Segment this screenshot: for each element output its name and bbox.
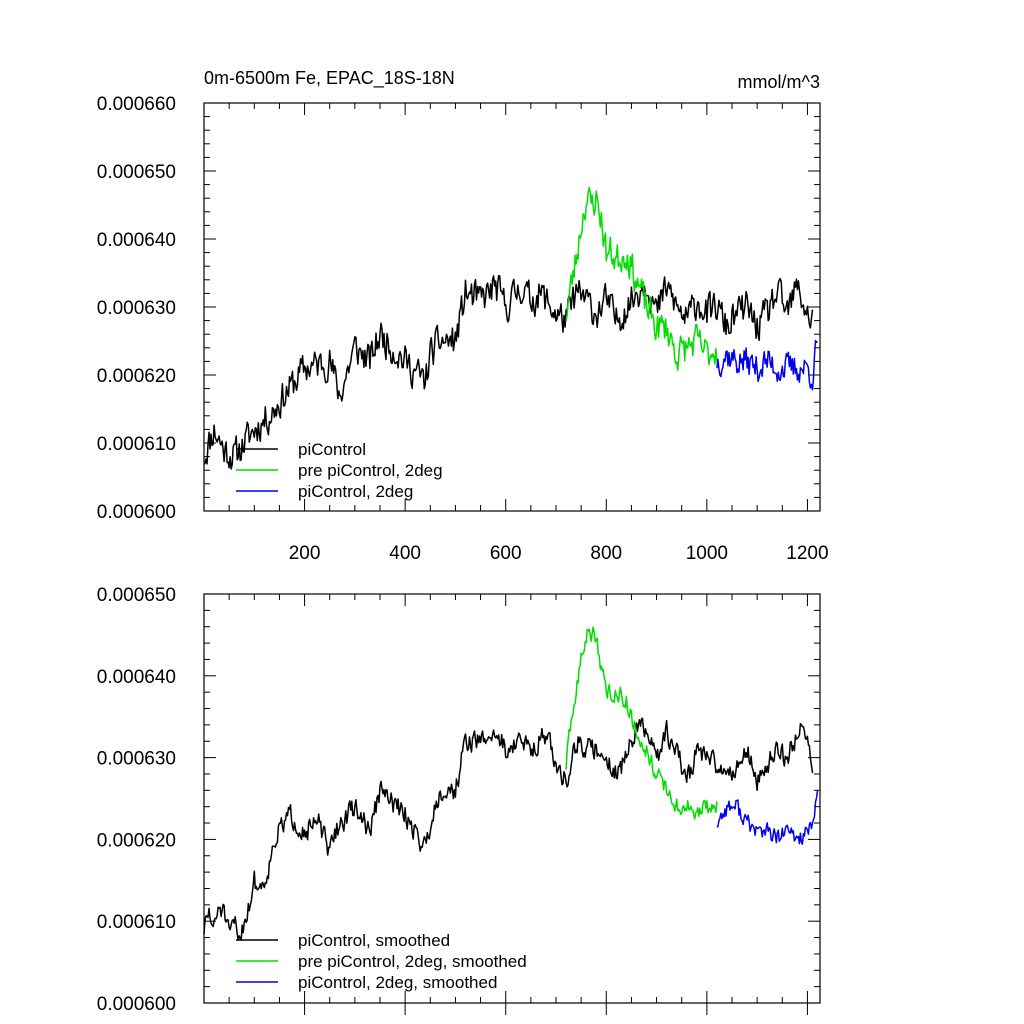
y-tick-label: 0.000650 bbox=[97, 585, 176, 606]
x-tick-label: 1000 bbox=[686, 543, 728, 564]
units-label: mmol/m^3 bbox=[738, 72, 820, 92]
x-tick-label: 400 bbox=[389, 543, 421, 564]
legend-label: piControl, 2deg, smoothed bbox=[298, 973, 497, 992]
y-tick-label: 0.000620 bbox=[97, 366, 176, 387]
y-tick-label: 0.000620 bbox=[97, 830, 176, 851]
top-panel: 0.000600 0.000610 0.000620 0.000630 0.000640… bbox=[97, 68, 829, 564]
plot-frame bbox=[203, 102, 821, 512]
y-tick-label: 0.000630 bbox=[97, 298, 176, 319]
y-tick-label: 0.000600 bbox=[97, 994, 176, 1015]
x-tick-label: 600 bbox=[490, 543, 522, 564]
y-tick-label: 0.000640 bbox=[97, 667, 176, 688]
legend-label: piControl, 2deg bbox=[298, 482, 413, 501]
legend-label: pre piControl, 2deg bbox=[298, 461, 443, 480]
y-tick-label: 0.000650 bbox=[97, 162, 176, 183]
legend-label: pre piControl, 2deg, smoothed bbox=[298, 952, 527, 971]
x-tick-label: 200 bbox=[289, 543, 321, 564]
legend-label: piControl, smoothed bbox=[298, 931, 450, 950]
series-line-3 bbox=[716, 339, 818, 391]
series-line-3 bbox=[716, 790, 819, 845]
series-line-2 bbox=[565, 186, 718, 371]
y-tick-label: 0.000660 bbox=[97, 94, 176, 115]
y-tick-label: 0.000610 bbox=[97, 434, 176, 455]
x-tick-label: 1200 bbox=[786, 543, 828, 564]
y-tick-label: 0.000610 bbox=[97, 912, 176, 933]
legend-label: piControl bbox=[298, 440, 366, 459]
x-tick-label: 800 bbox=[590, 543, 622, 564]
chart-title: 0m-6500m Fe, EPAC_18S-18N bbox=[204, 68, 455, 89]
plot-frame bbox=[203, 593, 821, 1004]
y-tick-label: 0.000640 bbox=[97, 230, 176, 251]
y-tick-label: 0.000600 bbox=[97, 502, 176, 523]
series-line-1 bbox=[203, 717, 814, 941]
bottom-panel: 0.000600 0.000610 0.000620 0.000630 0.000640… bbox=[97, 585, 821, 1015]
series-line-2 bbox=[565, 626, 718, 820]
y-tick-label: 0.000630 bbox=[97, 749, 176, 770]
series-line-1 bbox=[203, 274, 814, 470]
